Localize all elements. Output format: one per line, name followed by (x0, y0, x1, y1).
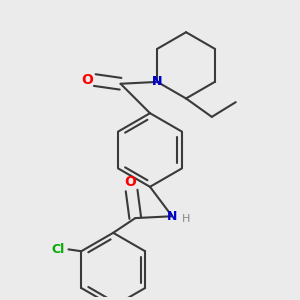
Text: N: N (167, 210, 177, 223)
Text: N: N (152, 75, 163, 88)
Text: N: N (152, 75, 163, 88)
Text: H: H (182, 214, 190, 224)
Text: O: O (81, 73, 93, 87)
Text: Cl: Cl (52, 243, 65, 256)
Text: O: O (124, 176, 136, 189)
